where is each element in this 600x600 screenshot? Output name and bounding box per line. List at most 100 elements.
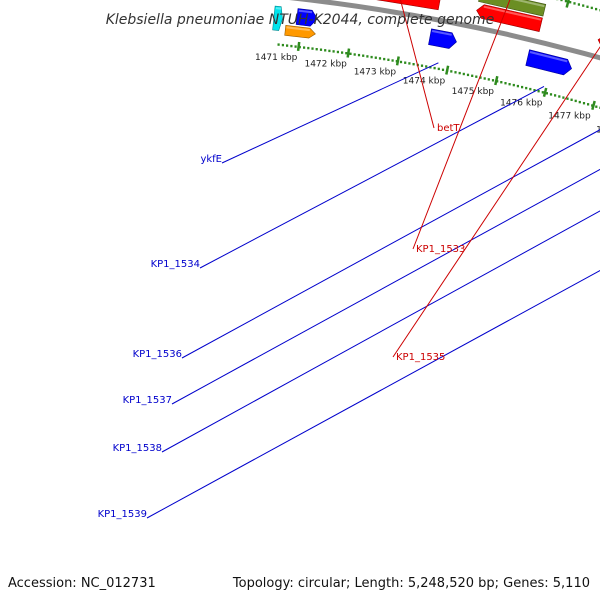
accession-label: Accession: NC_012731 (8, 576, 156, 591)
ring-dot (582, 102, 586, 105)
major-tick (591, 100, 596, 111)
ring-dot (475, 75, 478, 78)
ring-dot (466, 73, 470, 77)
ring-dot (582, 4, 585, 7)
arrow-highlight (286, 26, 310, 32)
ring-dot (483, 77, 486, 80)
ring-dot (290, 44, 293, 48)
ring-dot (294, 45, 297, 48)
ring-dot (383, 57, 386, 61)
kbp-label: 1474 kbp (403, 76, 446, 86)
major-tick (445, 65, 450, 75)
ring-dot (471, 74, 474, 77)
ring-dot (311, 47, 314, 50)
cog-bar (478, 0, 547, 17)
ring-dot (525, 86, 528, 90)
ring-dot (549, 93, 553, 96)
forward-gene-arrow (525, 49, 572, 76)
map-title: Klebsiella pneumoniae NTUH-K2044, comple… (106, 12, 495, 28)
major-tick (494, 75, 499, 86)
ring-dot (319, 48, 323, 51)
ring-dot (500, 81, 503, 84)
ring-dot (529, 87, 532, 91)
ring-dot (562, 96, 565, 99)
arrow-highlight (275, 7, 282, 10)
ring-dot (454, 71, 457, 74)
ring-dot (374, 56, 377, 59)
arrow-highlight (431, 30, 452, 36)
ring-dot (558, 95, 561, 98)
leader-line (181, 129, 600, 359)
kbp-label: 1472 kbp (304, 59, 347, 69)
kbp-label: 1477 kbp (548, 112, 591, 122)
ring-dot (357, 53, 361, 57)
ring-dot (590, 6, 593, 10)
ring-dot (462, 72, 465, 76)
ring-dot (378, 57, 382, 60)
leader-line (412, 0, 511, 250)
kbp-label: 1476 kbp (500, 99, 543, 109)
ring-dot (573, 2, 576, 5)
forward-strand-genes (272, 5, 572, 76)
ring-dot (324, 49, 327, 52)
ring-dot (362, 54, 365, 57)
cog-category-track (478, 0, 547, 17)
gene-label: KP1_1537 (123, 395, 172, 406)
ring-dot (336, 50, 339, 54)
ring-dot (353, 53, 356, 56)
gene-label: KP1_1539 (98, 509, 147, 520)
major-tick (296, 41, 301, 52)
gene-label: KP1_1535 (396, 352, 445, 363)
gene-label: betT (437, 123, 460, 134)
ring-dot (315, 48, 318, 51)
ring-dot (399, 60, 403, 64)
backbone-line (288, 0, 600, 61)
ring-dot (366, 55, 369, 58)
ring-dot (504, 82, 507, 85)
ring-dot (566, 97, 569, 100)
reverse-gene-arrow (476, 4, 543, 32)
forward-gene-arrow (284, 24, 316, 39)
genome-backbone (288, 0, 600, 61)
ring-dot (560, 0, 563, 2)
ring-dot (545, 92, 548, 95)
major-tick (542, 87, 548, 98)
ring-dot (458, 71, 461, 75)
arrow-highlight (529, 51, 568, 63)
gene-labels: ykfE KP1_1534 KP1_1536 KP1_1537 KP1_1538 KP1_… (98, 0, 600, 520)
ring-dot (516, 84, 519, 88)
kbp-tick-labels: 1471 kbp 1472 kbp 1473 kbp 1474 kbp 1475 kbp… (255, 53, 600, 136)
gene-label: KP1_1538 (113, 443, 162, 454)
forward-gene-arrow (428, 28, 457, 49)
ring-dot (491, 79, 495, 82)
gene-label: KP1_1533 (416, 244, 465, 255)
ring-dot (420, 64, 424, 67)
ring-dot (281, 43, 284, 47)
major-tick (346, 48, 351, 58)
leader-line (161, 210, 600, 453)
ring-dot (429, 66, 432, 69)
ring-dot (541, 91, 544, 94)
leader-line (392, 46, 600, 358)
reverse-gene-arrow (376, 0, 441, 11)
ring-dot (595, 7, 598, 11)
forward-gene-arrow (272, 5, 283, 31)
ring-dot (450, 70, 453, 73)
ring-dot (574, 99, 577, 103)
leader-line (146, 269, 600, 519)
arrow-highlight (298, 9, 313, 14)
ring-dot (577, 3, 580, 6)
kbp-label: 1473 kbp (354, 67, 397, 77)
ring-dot (412, 63, 415, 66)
ring-dot (286, 44, 289, 47)
ring-dot (508, 83, 511, 86)
ring-dot (387, 58, 390, 61)
ring-dot (564, 0, 567, 3)
ring-dot (441, 68, 445, 71)
ring-dot (349, 52, 352, 55)
ring-dot (303, 46, 306, 49)
kbp-label: 1471 kbp (255, 53, 298, 63)
gene-label: ykfE (200, 154, 222, 165)
gene-label: KP1_1536 (133, 349, 182, 360)
ring-dot (307, 46, 310, 50)
